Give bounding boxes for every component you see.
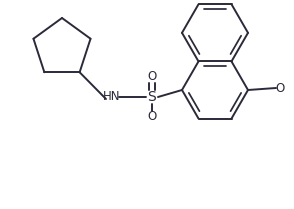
Text: O: O [275,82,285,94]
Text: O: O [147,111,157,124]
Text: O: O [147,70,157,84]
Text: HN: HN [103,90,121,103]
Text: S: S [148,90,156,104]
